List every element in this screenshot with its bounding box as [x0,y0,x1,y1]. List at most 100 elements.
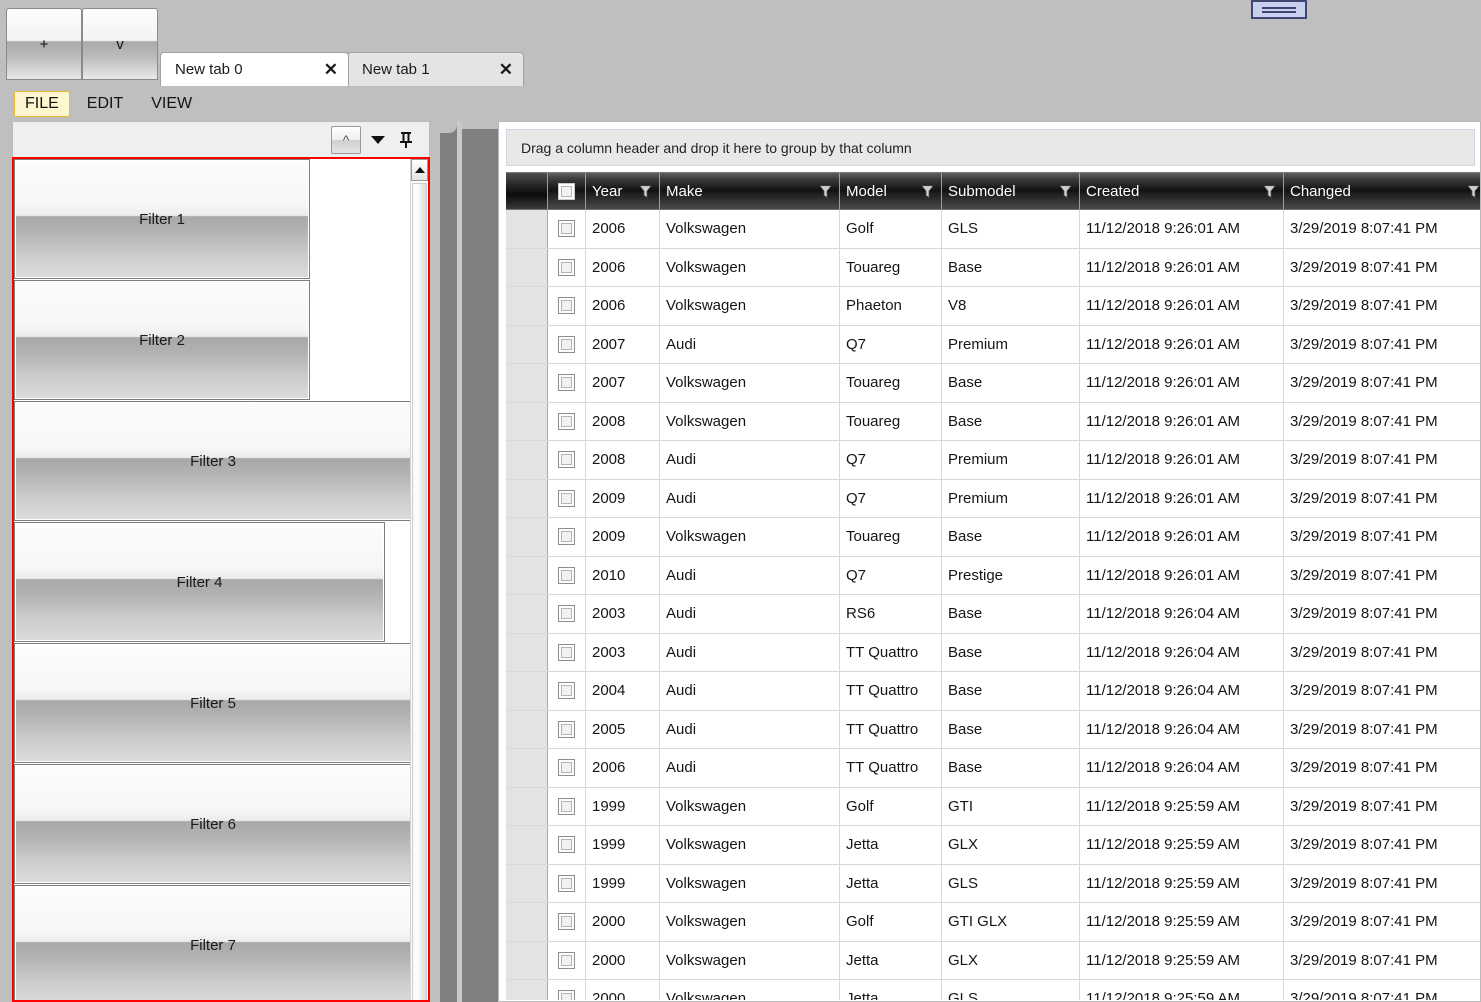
row-checkbox[interactable] [558,258,575,276]
table-row[interactable]: 2005 Audi TT Quattro Base 11/12/2018 9:26:04… [506,710,1480,749]
row-indicator[interactable] [506,826,548,864]
row-select-cell[interactable] [548,479,586,517]
row-select-cell[interactable] [548,980,586,1000]
pin-icon[interactable] [393,127,419,153]
row-checkbox[interactable] [558,335,575,353]
row-indicator[interactable] [506,633,548,671]
row-indicator[interactable] [506,787,548,825]
chevron-down-icon[interactable] [365,127,391,153]
row-checkbox[interactable] [558,566,575,584]
row-checkbox[interactable] [558,797,575,815]
table-row[interactable]: 2008 Audi Q7 Premium 11/12/2018 9:26:01 AM 3/… [506,441,1480,480]
row-select-cell[interactable] [548,826,586,864]
scroll-up-arrow[interactable] [411,159,428,181]
tab-list-button[interactable]: v [82,8,158,80]
menu-item-view[interactable]: VIEW [151,94,193,112]
pane-splitter[interactable] [440,121,498,1002]
select-all-checkbox[interactable] [558,182,575,200]
close-icon[interactable]: ✕ [323,60,338,79]
table-row[interactable]: 2007 Audi Q7 Premium 11/12/2018 9:26:01 AM 3/… [506,325,1480,364]
table-row[interactable]: 2010 Audi Q7 Prestige 11/12/2018 9:26:01 AM 3… [506,556,1480,595]
row-checkbox[interactable] [558,643,575,661]
column-header-model[interactable]: Model [840,172,942,210]
menu-item-edit[interactable]: EDIT [86,94,124,112]
group-by-drop-area[interactable]: Drag a column header and drop it here to… [506,129,1475,166]
new-tab-button[interactable]: + [6,8,82,80]
row-select-cell[interactable] [548,633,586,671]
table-row[interactable]: 2004 Audi TT Quattro Base 11/12/2018 9:26:04… [506,672,1480,711]
row-select-cell[interactable] [548,364,586,402]
tab-new-tab-1[interactable]: New tab 1 ✕ [347,52,524,86]
row-checkbox[interactable] [558,489,575,507]
row-indicator[interactable] [506,749,548,787]
filter-button-7[interactable]: Filter 7 [14,885,412,1000]
tab-new-tab-0[interactable]: New tab 0 ✕ [160,52,349,86]
row-checkbox[interactable] [558,874,575,892]
column-header-created[interactable]: Created [1080,172,1284,210]
row-indicator[interactable] [506,595,548,633]
row-indicator[interactable] [506,479,548,517]
filter-button-2[interactable]: Filter 2 [14,280,310,400]
row-select-cell[interactable] [548,941,586,979]
row-select-cell[interactable] [548,441,586,479]
row-select-cell[interactable] [548,903,586,941]
table-row[interactable]: 1999 Volkswagen Golf GTI 11/12/2018 9:25:59 … [506,787,1480,826]
column-header-indicator[interactable] [506,172,548,210]
column-header-year[interactable]: Year [586,172,660,210]
row-checkbox[interactable] [558,759,575,777]
filter-funnel-icon[interactable] [818,184,833,199]
row-checkbox[interactable] [558,528,575,546]
filter-funnel-icon[interactable] [1466,184,1481,199]
row-indicator[interactable] [506,903,548,941]
table-row[interactable]: 2000 Volkswagen Golf GTI GLX 11/12/2018 9:25… [506,903,1480,942]
filter-funnel-icon[interactable] [1262,184,1277,199]
table-row[interactable]: 2007 Volkswagen Touareg Base 11/12/2018 9:26… [506,364,1480,403]
menu-item-file[interactable]: FILE [14,90,70,117]
filter-button-1[interactable]: Filter 1 [14,159,310,279]
table-row[interactable]: 2003 Audi TT Quattro Base 11/12/2018 9:26:04… [506,633,1480,672]
filter-funnel-icon[interactable] [920,184,935,199]
table-row[interactable]: 2003 Audi RS6 Base 11/12/2018 9:26:04 AM 3/29… [506,595,1480,634]
table-row[interactable]: 2006 Volkswagen Golf GLS 11/12/2018 9:26:01 … [506,210,1480,249]
row-checkbox[interactable] [558,297,575,315]
filter-button-3[interactable]: Filter 3 [14,401,412,521]
filter-list-scrollbar[interactable] [410,159,428,1000]
table-row[interactable]: 1999 Volkswagen Jetta GLS 11/12/2018 9:25:59… [506,864,1480,903]
table-row[interactable]: 2009 Volkswagen Touareg Base 11/12/2018 9:26… [506,518,1480,557]
row-checkbox[interactable] [558,951,575,969]
table-row[interactable]: 2000 Volkswagen Jetta GLS 11/12/2018 9:25:59… [506,980,1480,1000]
filter-funnel-icon[interactable] [638,184,653,199]
row-indicator[interactable] [506,864,548,902]
row-select-cell[interactable] [548,248,586,286]
filter-button-5[interactable]: Filter 5 [14,643,412,763]
row-select-cell[interactable] [548,402,586,440]
column-header-select[interactable] [548,172,586,210]
row-indicator[interactable] [506,710,548,748]
row-select-cell[interactable] [548,287,586,325]
table-row[interactable]: 2009 Audi Q7 Premium 11/12/2018 9:26:01 AM 3/… [506,479,1480,518]
table-row[interactable]: 2006 Audi TT Quattro Base 11/12/2018 9:26:04… [506,749,1480,788]
row-checkbox[interactable] [558,720,575,738]
row-checkbox[interactable] [558,451,575,469]
row-checkbox[interactable] [558,682,575,700]
row-indicator[interactable] [506,287,548,325]
row-checkbox[interactable] [558,836,575,854]
close-icon[interactable]: ✕ [498,60,513,79]
column-header-submodel[interactable]: Submodel [942,172,1080,210]
table-row[interactable]: 2000 Volkswagen Jetta GLX 11/12/2018 9:25:59… [506,941,1480,980]
filter-funnel-icon[interactable] [1058,184,1073,199]
row-select-cell[interactable] [548,325,586,363]
row-checkbox[interactable] [558,913,575,931]
menu-lines-icon[interactable] [1251,0,1307,19]
row-indicator[interactable] [506,364,548,402]
table-row[interactable]: 2008 Volkswagen Touareg Base 11/12/2018 9:26… [506,402,1480,441]
row-select-cell[interactable] [548,518,586,556]
row-checkbox[interactable] [558,605,575,623]
row-indicator[interactable] [506,941,548,979]
row-select-cell[interactable] [548,710,586,748]
column-header-make[interactable]: Make [660,172,840,210]
row-checkbox[interactable] [558,412,575,430]
row-indicator[interactable] [506,672,548,710]
row-select-cell[interactable] [548,672,586,710]
row-indicator[interactable] [506,441,548,479]
